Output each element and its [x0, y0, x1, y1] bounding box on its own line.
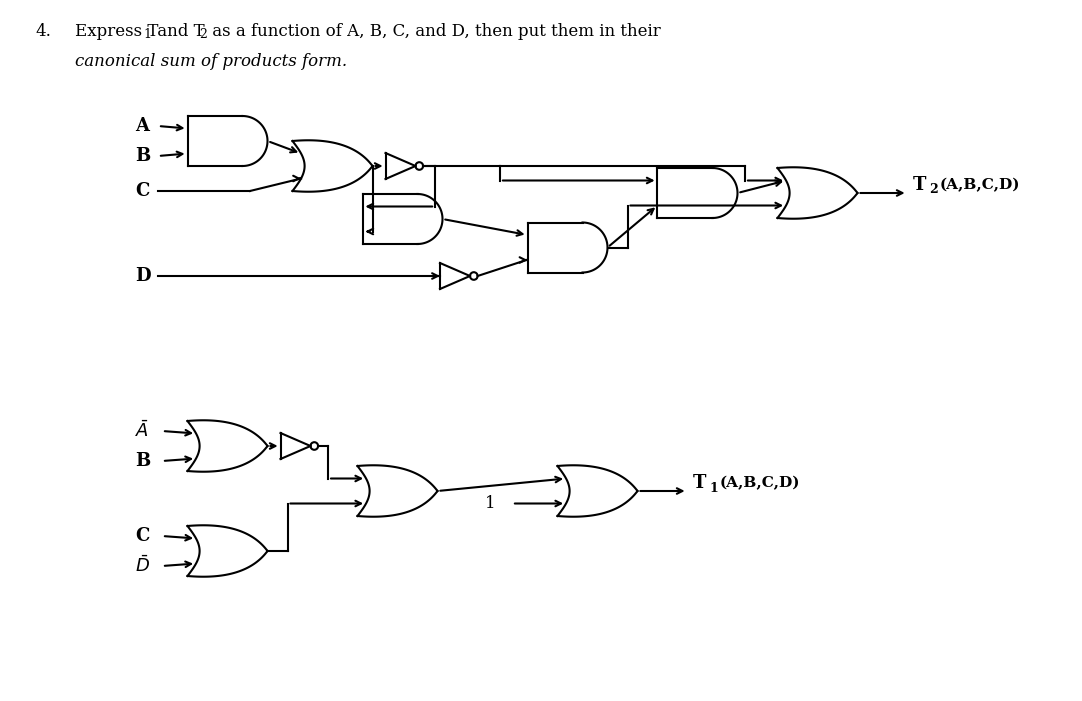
- Text: B: B: [135, 147, 150, 165]
- Text: 2: 2: [199, 29, 207, 41]
- Text: Express T: Express T: [75, 23, 158, 40]
- Text: $\bar{D}$: $\bar{D}$: [135, 556, 150, 576]
- Text: 1: 1: [710, 482, 718, 494]
- Text: (A,B,C,D): (A,B,C,D): [720, 476, 800, 490]
- Text: C: C: [135, 527, 149, 545]
- Text: T: T: [692, 474, 705, 492]
- Text: 1: 1: [144, 29, 151, 41]
- Text: B: B: [135, 452, 150, 470]
- Text: 4.: 4.: [35, 23, 51, 40]
- Text: C: C: [135, 182, 149, 200]
- Text: canonical sum of products form.: canonical sum of products form.: [75, 53, 347, 70]
- Text: and T: and T: [151, 23, 204, 40]
- Text: $\bar{A}$: $\bar{A}$: [135, 421, 149, 442]
- Text: D: D: [135, 267, 150, 285]
- Text: 1: 1: [485, 495, 496, 512]
- Text: as a function of A, B, C, and D, then put them in their: as a function of A, B, C, and D, then pu…: [207, 23, 661, 40]
- Text: 2: 2: [929, 184, 938, 196]
- Text: (A,B,C,D): (A,B,C,D): [939, 178, 1020, 192]
- Text: A: A: [135, 117, 149, 135]
- Text: T: T: [912, 176, 926, 194]
